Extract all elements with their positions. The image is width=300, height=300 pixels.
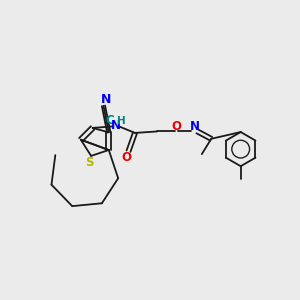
Text: N: N (101, 93, 112, 106)
Text: H: H (117, 116, 126, 126)
Text: O: O (121, 151, 131, 164)
Text: S: S (85, 156, 94, 169)
Text: O: O (171, 120, 181, 133)
Text: N: N (110, 119, 121, 132)
Text: N: N (190, 120, 200, 133)
Text: C: C (106, 114, 114, 127)
